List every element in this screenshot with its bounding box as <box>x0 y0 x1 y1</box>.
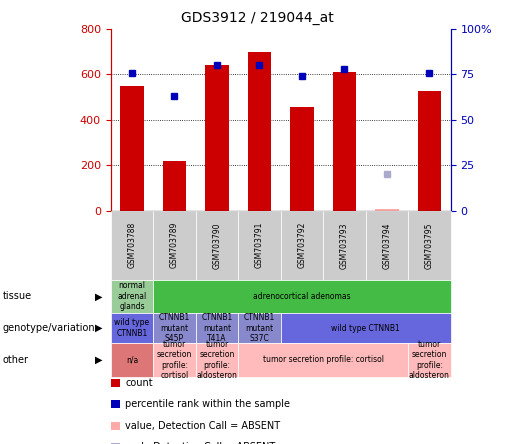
Text: genotype/variation: genotype/variation <box>3 323 95 333</box>
Text: GSM703795: GSM703795 <box>425 222 434 269</box>
Text: count: count <box>125 378 153 388</box>
Text: CTNNB1
mutant
S45P: CTNNB1 mutant S45P <box>159 313 190 343</box>
Text: wild type CTNNB1: wild type CTNNB1 <box>331 324 400 333</box>
Text: GSM703793: GSM703793 <box>340 222 349 269</box>
Text: normal
adrenal
glands: normal adrenal glands <box>117 281 147 311</box>
Bar <box>205 65 229 211</box>
Text: CTNNB1
mutant
T41A: CTNNB1 mutant T41A <box>201 313 233 343</box>
Bar <box>333 72 356 211</box>
Text: tumor
secretion
profile:
aldosteron: tumor secretion profile: aldosteron <box>409 340 450 380</box>
Bar <box>290 107 314 211</box>
Text: percentile rank within the sample: percentile rank within the sample <box>125 400 290 409</box>
Text: ▶: ▶ <box>95 323 103 333</box>
Text: GSM703791: GSM703791 <box>255 222 264 269</box>
Bar <box>248 52 271 211</box>
Text: tumor secretion profile: cortisol: tumor secretion profile: cortisol <box>263 355 384 365</box>
Text: value, Detection Call = ABSENT: value, Detection Call = ABSENT <box>125 421 280 431</box>
Bar <box>418 91 441 211</box>
Bar <box>121 86 144 211</box>
Text: GSM703792: GSM703792 <box>298 222 306 269</box>
Text: ▶: ▶ <box>95 355 103 365</box>
Text: tumor
secretion
profile:
aldosteron: tumor secretion profile: aldosteron <box>197 340 237 380</box>
Text: GSM703789: GSM703789 <box>170 222 179 269</box>
Text: other: other <box>3 355 28 365</box>
Bar <box>163 161 186 211</box>
Text: GSM703788: GSM703788 <box>128 222 136 269</box>
Text: CTNNB1
mutant
S37C: CTNNB1 mutant S37C <box>244 313 275 343</box>
Text: wild type
CTNNB1: wild type CTNNB1 <box>114 318 149 338</box>
Text: rank, Detection Call = ABSENT: rank, Detection Call = ABSENT <box>125 442 276 444</box>
Text: n/a: n/a <box>126 355 138 365</box>
Text: GSM703790: GSM703790 <box>213 222 221 269</box>
Bar <box>375 209 399 211</box>
Text: GDS3912 / 219044_at: GDS3912 / 219044_at <box>181 11 334 25</box>
Text: adrenocortical adenomas: adrenocortical adenomas <box>253 292 351 301</box>
Text: tumor
secretion
profile:
cortisol: tumor secretion profile: cortisol <box>157 340 192 380</box>
Text: ▶: ▶ <box>95 291 103 301</box>
Text: GSM703794: GSM703794 <box>383 222 391 269</box>
Text: tissue: tissue <box>3 291 32 301</box>
